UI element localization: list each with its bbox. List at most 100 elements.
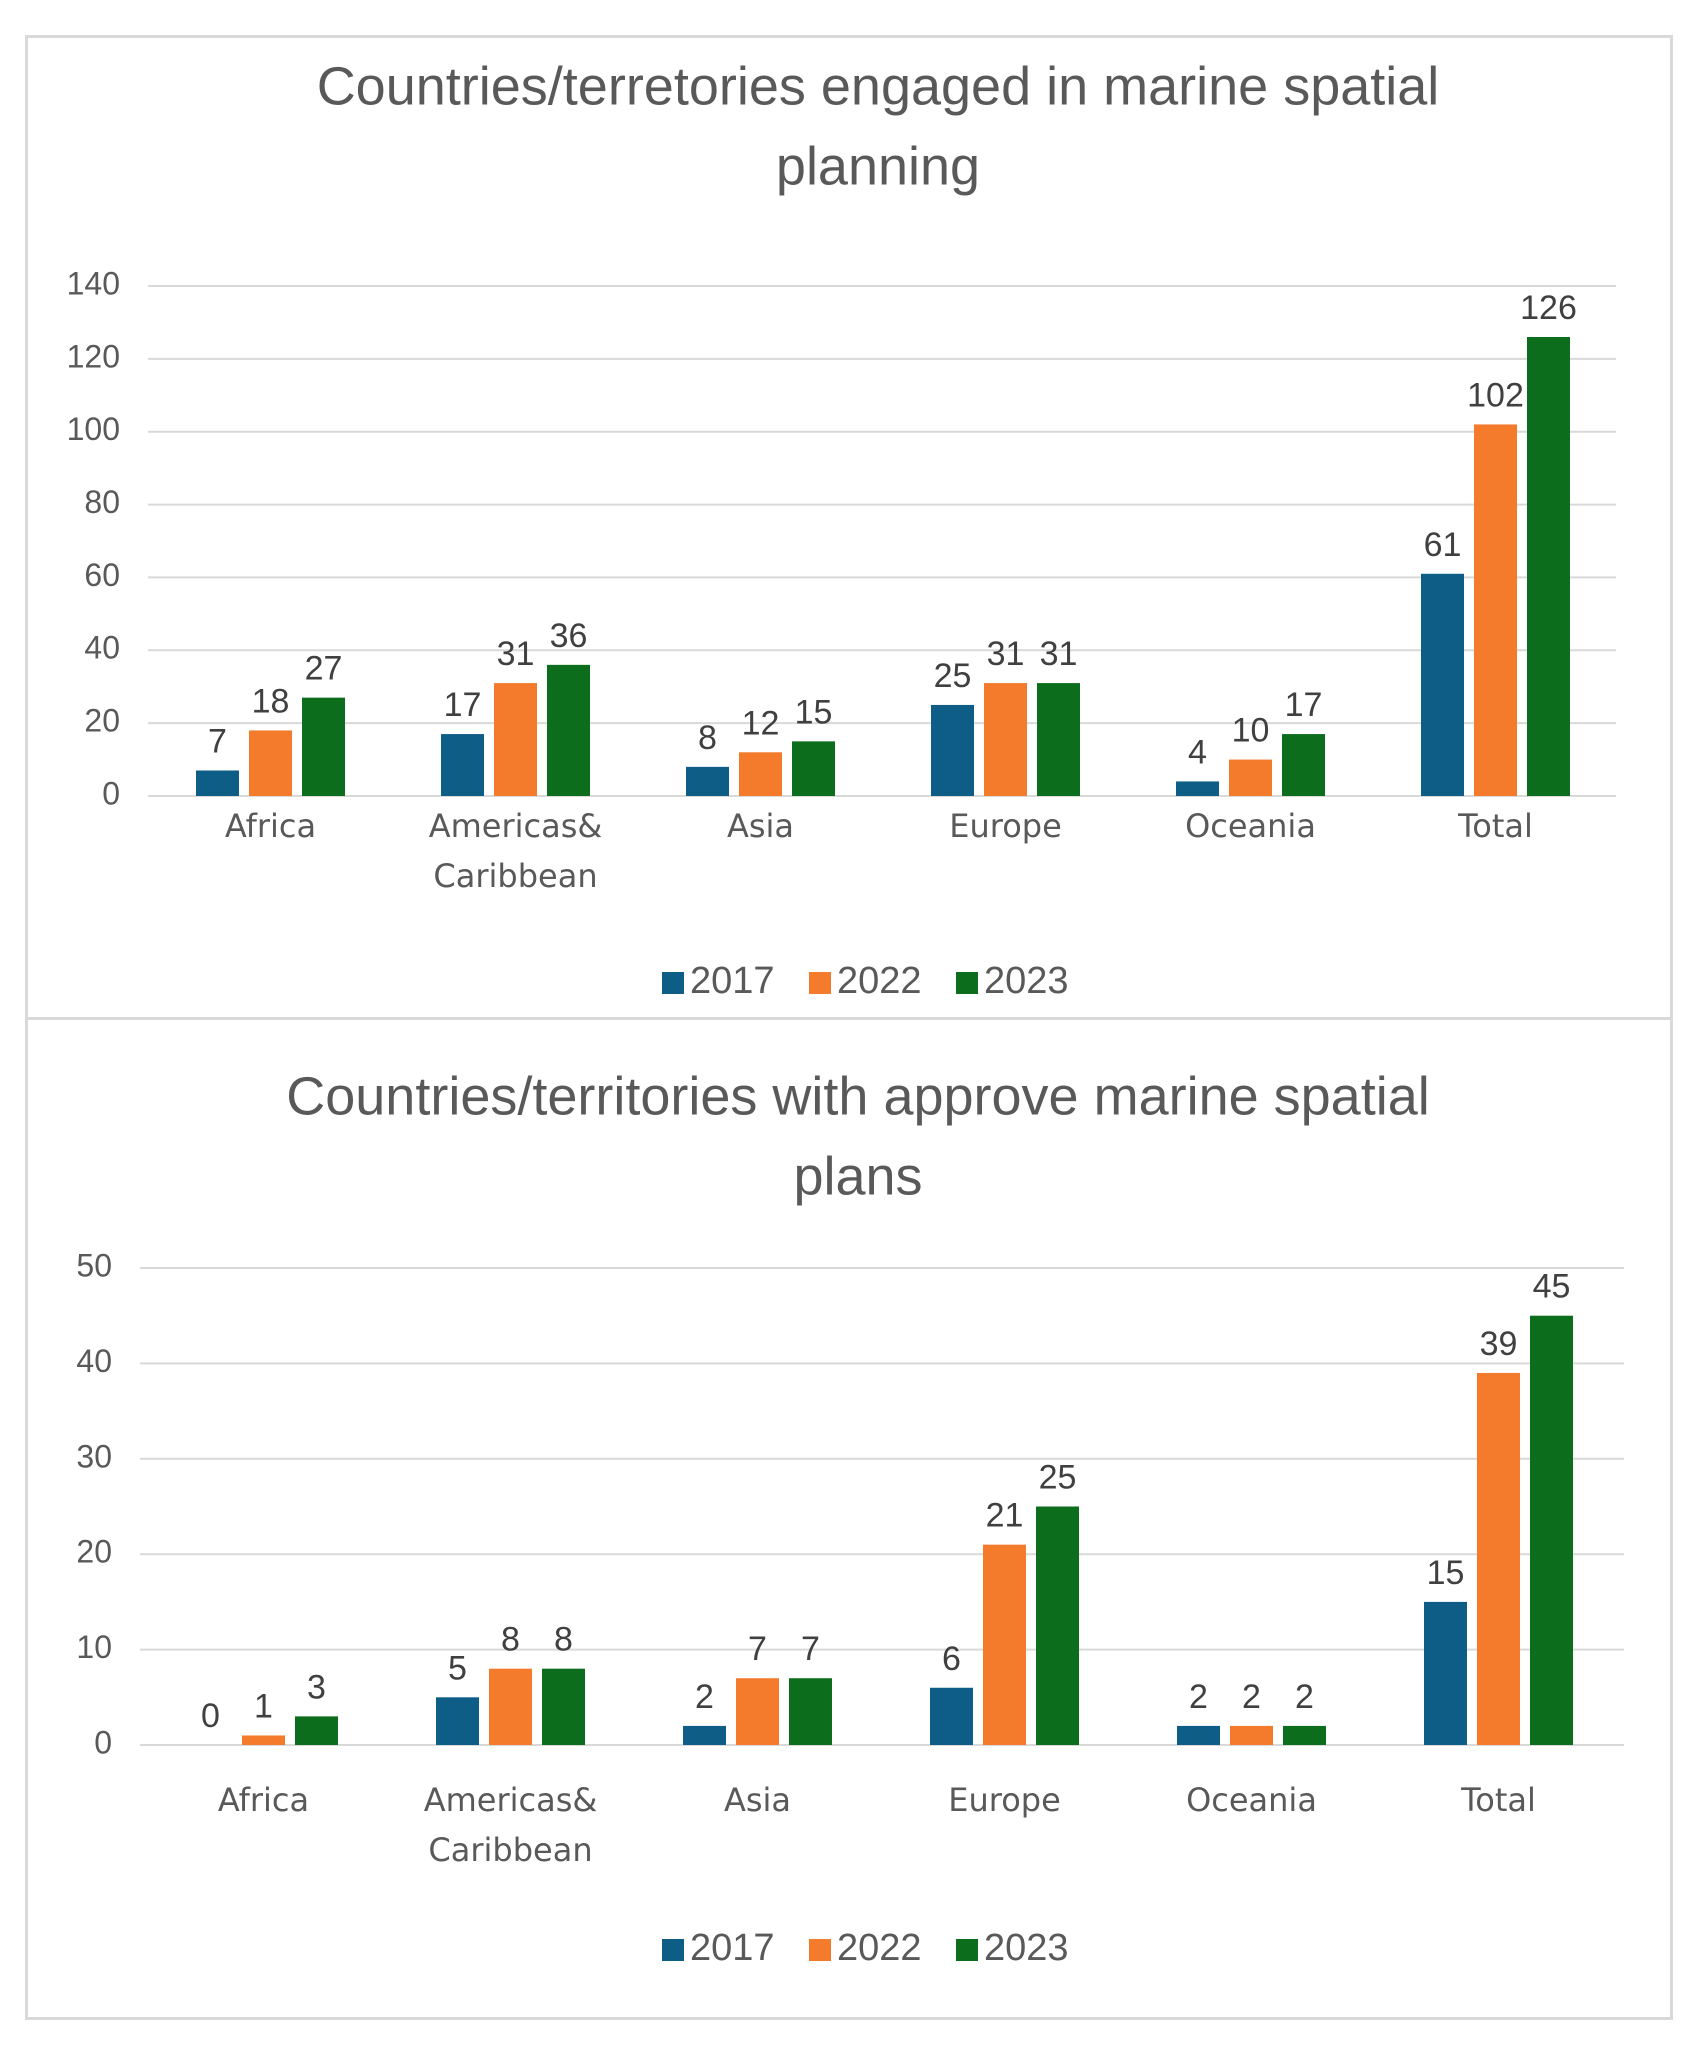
legend-swatch-2022	[809, 972, 831, 994]
x-category-label: Africa	[218, 1781, 309, 1819]
bar-2023	[1036, 1506, 1079, 1745]
bar-2023	[792, 741, 835, 796]
data-label: 18	[252, 682, 290, 720]
chart-title-line: plans	[793, 1146, 922, 1206]
bar-2023	[547, 664, 590, 796]
x-category-label: Americas&	[429, 807, 603, 845]
x-category-label: Oceania	[1186, 1781, 1317, 1819]
data-label: 15	[795, 693, 833, 731]
data-label: 2	[1295, 1678, 1314, 1716]
x-category-label: Americas&	[424, 1781, 598, 1819]
legend-swatch-2023	[956, 972, 978, 994]
data-label: 12	[742, 704, 780, 742]
data-label: 2	[1189, 1678, 1208, 1716]
legend-label-2017: 2017	[690, 960, 775, 1002]
bar-2017	[1177, 1725, 1220, 1745]
bar-2017	[196, 770, 239, 796]
x-category-label: Asia	[727, 807, 794, 845]
y-tick-label: 0	[94, 1724, 112, 1760]
y-tick-label: 120	[67, 338, 120, 374]
x-category-label: Caribbean	[428, 1831, 592, 1869]
bar-2017	[436, 1697, 479, 1745]
chart-engaged: Countries/terretories engaged in marine …	[67, 56, 1616, 1002]
bar-2022	[984, 683, 1027, 796]
data-label: 7	[208, 723, 227, 761]
x-category-label: Europe	[949, 807, 1062, 845]
bar-2022	[1477, 1372, 1520, 1745]
data-label: 8	[554, 1621, 573, 1659]
legend-swatch-2022	[809, 1939, 831, 1961]
bar-2022	[489, 1668, 532, 1745]
y-tick-label: 30	[76, 1438, 112, 1474]
data-label: 5	[448, 1649, 467, 1687]
legend-swatch-2023	[956, 1939, 978, 1961]
bar-2017	[683, 1725, 726, 1745]
bar-2023	[789, 1678, 832, 1745]
y-tick-label: 140	[67, 265, 120, 301]
bar-2022	[983, 1544, 1026, 1745]
bar-2017	[931, 704, 974, 796]
bar-2017	[1424, 1601, 1467, 1745]
bar-2017	[1421, 573, 1464, 796]
x-category-label: Europe	[948, 1781, 1061, 1819]
data-label: 45	[1533, 1268, 1571, 1306]
legend-label-2022: 2022	[837, 960, 922, 1002]
data-label: 2	[695, 1678, 714, 1716]
bar-2023	[1283, 1725, 1326, 1745]
data-label: 15	[1427, 1554, 1465, 1592]
y-tick-label: 0	[102, 775, 120, 811]
bar-2022	[249, 730, 292, 796]
legend-label-2017: 2017	[690, 1927, 775, 1969]
legend-label-2023: 2023	[984, 960, 1069, 1002]
data-label: 25	[1039, 1459, 1077, 1497]
data-label: 17	[444, 686, 482, 724]
bar-2022	[1474, 424, 1517, 796]
bar-2023	[295, 1716, 338, 1745]
bar-2023	[1527, 337, 1570, 796]
chart-panel-engaged: Countries/terretories engaged in marine …	[25, 35, 1673, 1020]
data-label: 8	[501, 1621, 520, 1659]
data-label: 102	[1467, 376, 1524, 414]
data-label: 1	[254, 1687, 273, 1725]
y-tick-label: 80	[84, 484, 120, 520]
data-label: 61	[1424, 526, 1462, 564]
bar-2017	[1176, 781, 1219, 796]
y-tick-label: 60	[84, 557, 120, 593]
bar-2022	[494, 683, 537, 796]
data-label: 31	[987, 635, 1025, 673]
x-category-label: Asia	[724, 1781, 791, 1819]
data-label: 6	[942, 1640, 961, 1678]
data-label: 31	[1040, 635, 1078, 673]
legend-label-2022: 2022	[837, 1927, 922, 1969]
data-label: 2	[1242, 1678, 1261, 1716]
chart-title-line: Countries/territories with approve marin…	[286, 1066, 1430, 1126]
chart-approved: Countries/territories with approve marin…	[76, 1066, 1624, 1969]
data-label: 27	[305, 650, 343, 688]
data-label: 39	[1480, 1325, 1518, 1363]
data-label: 10	[1232, 712, 1270, 750]
y-tick-label: 40	[76, 1343, 112, 1379]
bar-2023	[542, 1668, 585, 1745]
x-category-label: Caribbean	[433, 857, 597, 895]
data-label: 7	[801, 1630, 820, 1668]
legend-swatch-2017	[662, 1939, 684, 1961]
y-tick-label: 10	[76, 1629, 112, 1665]
bar-2022	[242, 1735, 285, 1745]
bar-2017	[686, 766, 729, 796]
y-tick-label: 20	[76, 1534, 112, 1570]
chart-panel-approved: Countries/territories with approve marin…	[25, 1020, 1673, 2020]
x-category-label: Africa	[225, 807, 316, 845]
data-label: 3	[307, 1668, 326, 1706]
bar-2023	[1282, 734, 1325, 796]
bar-2017	[930, 1687, 973, 1745]
bar-2022	[739, 752, 782, 796]
bar-2023	[302, 697, 345, 796]
chart-title-line: Countries/terretories engaged in marine …	[317, 56, 1440, 116]
data-label: 25	[934, 657, 972, 695]
y-tick-label: 20	[84, 703, 120, 739]
data-label: 36	[550, 617, 588, 655]
bar-2023	[1037, 683, 1080, 796]
data-label: 0	[201, 1697, 220, 1735]
bar-2022	[1229, 759, 1272, 796]
data-label: 8	[698, 719, 717, 757]
